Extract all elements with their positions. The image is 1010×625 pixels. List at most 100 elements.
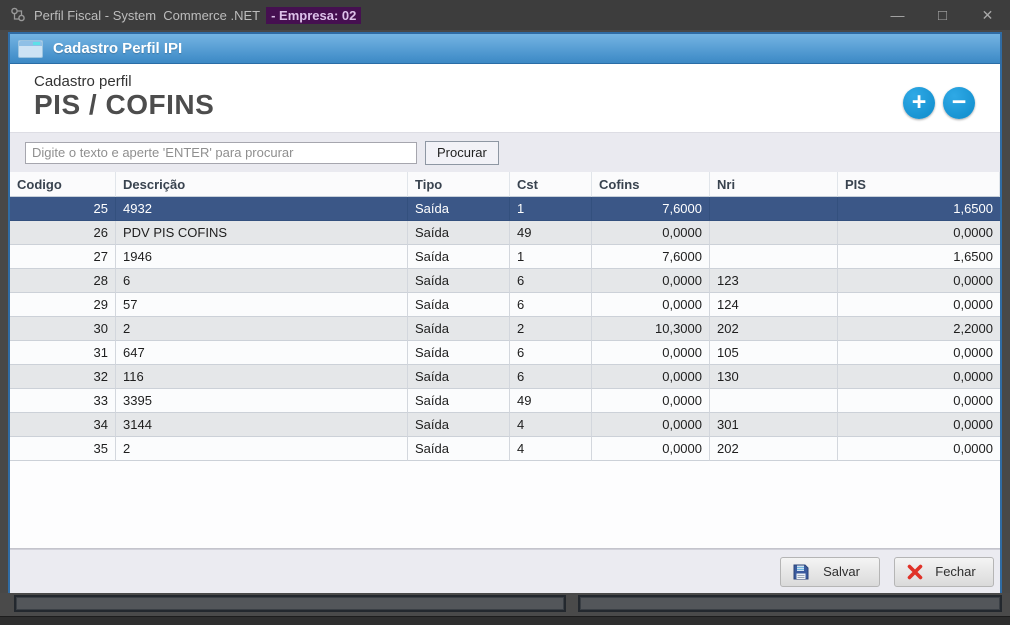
search-button[interactable]: Procurar xyxy=(425,140,499,165)
cell-cst: 6 xyxy=(510,293,592,317)
cell-cofins: 10,3000 xyxy=(592,317,710,341)
cell-tipo: Saída xyxy=(408,197,510,221)
cell-nri: 202 xyxy=(710,437,838,461)
maximize-icon[interactable]: □ xyxy=(937,6,948,24)
cell-codigo: 27 xyxy=(10,245,116,269)
heading-subtitle: Cadastro perfil xyxy=(34,73,132,90)
column-header-descricao[interactable]: Descrição xyxy=(116,172,408,197)
cell-cst: 49 xyxy=(510,389,592,413)
cell-cst: 6 xyxy=(510,269,592,293)
search-bar: Procurar xyxy=(10,132,1000,172)
cell-cofins: 0,0000 xyxy=(592,389,710,413)
search-input[interactable] xyxy=(25,141,417,164)
column-header-nri[interactable]: Nri xyxy=(710,172,838,197)
cell-nri: 202 xyxy=(710,317,838,341)
cell-descricao: 57 xyxy=(116,293,408,317)
remove-record-button[interactable]: − xyxy=(943,87,975,119)
table-row[interactable]: 34 3144 Saída 4 0,0000 301 0,0000 xyxy=(10,413,1000,437)
table-row[interactable]: 26 PDV PIS COFINS Saída 49 0,0000 0,0000 xyxy=(10,221,1000,245)
cell-descricao: 6 xyxy=(116,269,408,293)
save-button[interactable]: Salvar xyxy=(780,556,880,587)
close-window-icon[interactable]: ✕ xyxy=(981,6,994,23)
cell-cofins: 7,6000 xyxy=(592,245,710,269)
cell-cst: 1 xyxy=(510,245,592,269)
background-panel-left xyxy=(14,595,566,612)
table-row[interactable]: 33 3395 Saída 49 0,0000 0,0000 xyxy=(10,389,1000,413)
cell-pis: 0,0000 xyxy=(838,221,1000,245)
minimize-icon[interactable]: — xyxy=(890,7,905,23)
cell-cst: 4 xyxy=(510,413,592,437)
cell-cofins: 0,0000 xyxy=(592,269,710,293)
cell-tipo: Saída xyxy=(408,365,510,389)
table-row[interactable]: 27 1946 Saída 1 7,6000 1,6500 xyxy=(10,245,1000,269)
table-row[interactable]: 28 6 Saída 6 0,0000 123 0,0000 xyxy=(10,269,1000,293)
cell-tipo: Saída xyxy=(408,245,510,269)
close-button[interactable]: Fechar xyxy=(894,556,994,587)
cell-descricao: 116 xyxy=(116,365,408,389)
cadastro-perfil-dialog: Cadastro Perfil IPI Cadastro perfil PIS … xyxy=(8,32,1002,593)
save-button-label: Salvar xyxy=(823,564,860,579)
minus-icon: − xyxy=(951,87,967,116)
cell-codigo: 30 xyxy=(10,317,116,341)
cell-nri: 130 xyxy=(710,365,838,389)
cell-nri xyxy=(710,245,838,269)
cell-cst: 4 xyxy=(510,437,592,461)
cell-cst: 1 xyxy=(510,197,592,221)
cell-cst: 2 xyxy=(510,317,592,341)
dialog-header: Cadastro Perfil IPI xyxy=(10,34,1000,64)
column-header-codigo[interactable]: Codigo xyxy=(10,172,116,197)
cell-cofins: 0,0000 xyxy=(592,293,710,317)
dialog-title: Cadastro Perfil IPI xyxy=(53,40,183,57)
cell-nri xyxy=(710,221,838,245)
table-row[interactable]: 29 57 Saída 6 0,0000 124 0,0000 xyxy=(10,293,1000,317)
table-row[interactable]: 25 4932 Saída 1 7,6000 1,6500 xyxy=(10,197,1000,221)
table-row[interactable]: 32 116 Saída 6 0,0000 130 0,0000 xyxy=(10,365,1000,389)
cell-pis: 1,6500 xyxy=(838,197,1000,221)
window-form-icon xyxy=(18,39,43,58)
cell-tipo: Saída xyxy=(408,389,510,413)
table-body: 25 4932 Saída 1 7,6000 1,6500 26 PDV PIS COFINS… xyxy=(10,197,1000,461)
company-badge: - Empresa: 02 xyxy=(266,6,362,24)
table-row[interactable]: 31 647 Saída 6 0,0000 105 0,0000 xyxy=(10,341,1000,365)
cell-descricao: 2 xyxy=(116,437,408,461)
results-table: Codigo Descrição Tipo Cst Cofins Nri PIS 25 493… xyxy=(10,172,1000,549)
column-header-pis[interactable]: PIS xyxy=(838,172,1000,197)
titlebar: Perfil Fiscal - System Commerce .NET - E… xyxy=(0,0,1010,30)
red-x-icon xyxy=(906,563,924,581)
cell-pis: 2,2000 xyxy=(838,317,1000,341)
cell-nri: 301 xyxy=(710,413,838,437)
table-row[interactable]: 35 2 Saída 4 0,0000 202 0,0000 xyxy=(10,437,1000,461)
cell-cofins: 7,6000 xyxy=(592,197,710,221)
page-title: PIS / COFINS xyxy=(34,89,215,120)
window-title: Perfil Fiscal - System Commerce .NET xyxy=(34,7,261,23)
cell-pis: 0,0000 xyxy=(838,269,1000,293)
cell-pis: 0,0000 xyxy=(838,389,1000,413)
column-header-tipo[interactable]: Tipo xyxy=(408,172,510,197)
cell-codigo: 34 xyxy=(10,413,116,437)
column-header-cofins[interactable]: Cofins xyxy=(592,172,710,197)
cell-pis: 0,0000 xyxy=(838,293,1000,317)
record-actions: + − xyxy=(903,87,975,119)
cell-cst: 49 xyxy=(510,221,592,245)
cell-descricao: 2 xyxy=(116,317,408,341)
cell-codigo: 33 xyxy=(10,389,116,413)
plus-icon: + xyxy=(911,87,927,116)
table-header: Codigo Descrição Tipo Cst Cofins Nri PIS xyxy=(10,172,1000,197)
cell-descricao: 3144 xyxy=(116,413,408,437)
cell-cofins: 0,0000 xyxy=(592,437,710,461)
cell-nri: 105 xyxy=(710,341,838,365)
cell-tipo: Saída xyxy=(408,269,510,293)
table-row[interactable]: 30 2 Saída 2 10,3000 202 2,2000 xyxy=(10,317,1000,341)
cell-pis: 0,0000 xyxy=(838,437,1000,461)
cell-cofins: 0,0000 xyxy=(592,413,710,437)
cell-codigo: 31 xyxy=(10,341,116,365)
cell-codigo: 28 xyxy=(10,269,116,293)
background-bottom-bar xyxy=(0,616,1010,625)
column-header-cst[interactable]: Cst xyxy=(510,172,592,197)
cell-cst: 6 xyxy=(510,341,592,365)
background-panel-right xyxy=(578,595,1002,612)
cell-tipo: Saída xyxy=(408,317,510,341)
add-record-button[interactable]: + xyxy=(903,87,935,119)
cell-codigo: 32 xyxy=(10,365,116,389)
cell-pis: 0,0000 xyxy=(838,341,1000,365)
